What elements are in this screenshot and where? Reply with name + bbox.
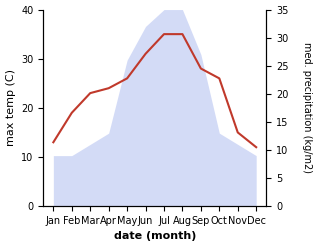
Y-axis label: max temp (C): max temp (C) — [5, 69, 16, 146]
Y-axis label: med. precipitation (kg/m2): med. precipitation (kg/m2) — [302, 42, 313, 173]
X-axis label: date (month): date (month) — [114, 231, 196, 242]
